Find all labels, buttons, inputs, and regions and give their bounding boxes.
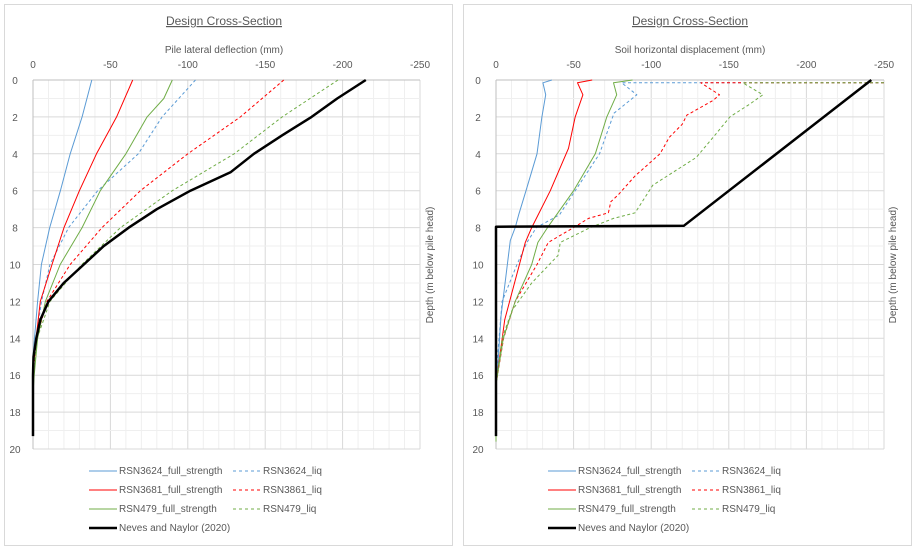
legend-item: RSN3624_liq xyxy=(233,466,322,477)
legend-label: RSN479_liq xyxy=(263,504,316,515)
series-line-rsn3861-liq xyxy=(495,82,884,385)
legend-item: RSN3681_full_strength xyxy=(548,485,681,496)
y-axis-title: Depth (m below pile head) xyxy=(425,207,436,324)
x-tick-label: -150 xyxy=(719,60,739,71)
series-lines xyxy=(494,79,884,442)
legend-label: Neves and Naylor (2020) xyxy=(119,523,230,534)
legend-item: RSN3624_liq xyxy=(692,466,781,477)
series-line-rsn3624-full-strength xyxy=(32,79,93,357)
y-tick-label: 0 xyxy=(475,76,481,87)
y-tick-label: 20 xyxy=(472,445,484,456)
chart-title: Design Cross-Section xyxy=(166,14,282,28)
legend-label: Neves and Naylor (2020) xyxy=(578,523,689,534)
chart-soil-displacement: Design Cross-Section Soil horizontal dis… xyxy=(463,4,912,546)
y-tick-label: 12 xyxy=(9,297,21,308)
legend-item: RSN3624_full_strength xyxy=(548,466,681,477)
y-tick-label: 10 xyxy=(9,261,21,272)
legend-label: RSN479_full_strength xyxy=(578,504,676,515)
y-tick-label: 14 xyxy=(472,334,484,345)
grid xyxy=(32,79,421,450)
y-tick-label: 6 xyxy=(475,187,481,198)
series-lines xyxy=(31,78,367,437)
legend-label: RSN3861_liq xyxy=(263,485,322,496)
x-tick-label: -100 xyxy=(178,60,198,71)
y-tick-label: 8 xyxy=(475,224,481,235)
legend-label: RSN479_full_strength xyxy=(119,504,217,515)
series-line-rsn479-full-strength xyxy=(32,79,173,394)
y-tick-label: 12 xyxy=(472,297,484,308)
x-axis-title: Soil horizontal displacement (mm) xyxy=(615,45,766,56)
chart-title: Design Cross-Section xyxy=(632,14,748,28)
tick-labels: 0 -50 -100 -150 -200 -250 0 2 4 6 8 10 12 14 16 18 20 xyxy=(9,60,430,456)
legend-item: RSN479_liq xyxy=(692,504,775,515)
legend-item: RSN479_liq xyxy=(233,504,316,515)
series-line-neves-and-naylor-2020- xyxy=(31,78,367,437)
legend-label: RSN3624_full_strength xyxy=(578,466,681,477)
legend-label: RSN3681_full_strength xyxy=(578,485,681,496)
legend-item: RSN479_full_strength xyxy=(89,504,217,515)
y-tick-label: 10 xyxy=(472,261,484,272)
series-line-rsn3624-liq xyxy=(495,82,884,376)
legend-item: RSN3681_full_strength xyxy=(89,485,222,496)
series-line-rsn479-full-strength xyxy=(495,79,633,442)
legend-label: RSN3624_liq xyxy=(722,466,781,477)
y-tick-label: 4 xyxy=(475,150,481,161)
y-tick-label: 18 xyxy=(9,408,21,419)
legend-item: RSN3861_liq xyxy=(233,485,322,496)
x-axis-title: Pile lateral deflection (mm) xyxy=(165,45,283,56)
legend-item: RSN3624_full_strength xyxy=(89,466,222,477)
legend: RSN3624_full_strength RSN3624_liq RSN368… xyxy=(89,466,322,534)
legend-label: RSN3624_liq xyxy=(263,466,322,477)
chart-pile-deflection: Design Cross-Section Pile lateral deflec… xyxy=(4,4,453,546)
x-tick-label: -200 xyxy=(796,60,816,71)
y-tick-label: 20 xyxy=(9,445,21,456)
series-line-rsn3681-full-strength xyxy=(32,79,134,376)
legend-item: Neves and Naylor (2020) xyxy=(548,523,689,534)
x-tick-label: -200 xyxy=(333,60,353,71)
legend-item: RSN479_full_strength xyxy=(548,504,676,515)
tick-labels: 0 -50 -100 -150 -200 -250 0 2 4 6 8 10 12 14 16 18 20 xyxy=(472,60,894,456)
chart-svg: Design Cross-Section Pile lateral deflec… xyxy=(9,14,436,534)
y-tick-label: 18 xyxy=(472,408,484,419)
y-tick-label: 2 xyxy=(12,113,18,124)
y-tick-label: 16 xyxy=(472,371,484,382)
y-tick-label: 6 xyxy=(12,187,18,198)
legend-item: Neves and Naylor (2020) xyxy=(89,523,230,534)
chart-svg: Design Cross-Section Soil horizontal dis… xyxy=(472,14,899,534)
y-tick-label: 4 xyxy=(12,150,18,161)
legend-label: RSN3624_full_strength xyxy=(119,466,222,477)
y-tick-label: 8 xyxy=(12,224,18,235)
legend: RSN3624_full_strength RSN3624_liq RSN368… xyxy=(548,466,781,534)
x-tick-label: 0 xyxy=(30,60,36,71)
legend-label: RSN479_liq xyxy=(722,504,775,515)
x-tick-label: -100 xyxy=(641,60,661,71)
y-tick-label: 0 xyxy=(12,76,18,87)
x-tick-label: -50 xyxy=(566,60,581,71)
y-axis-title: Depth (m below pile head) xyxy=(888,207,899,324)
series-line-rsn479-liq xyxy=(495,82,884,385)
x-tick-label: -50 xyxy=(103,60,118,71)
y-tick-label: 2 xyxy=(475,113,481,124)
legend-label: RSN3861_liq xyxy=(722,485,781,496)
x-tick-label: -250 xyxy=(410,60,430,71)
series-line-rsn3681-full-strength xyxy=(495,79,593,385)
grid xyxy=(495,79,885,450)
x-tick-label: -150 xyxy=(255,60,275,71)
series-line-neves-and-naylor-2020- xyxy=(494,79,873,437)
y-tick-label: 14 xyxy=(9,334,21,345)
legend-label: RSN3681_full_strength xyxy=(119,485,222,496)
x-tick-label: -250 xyxy=(874,60,894,71)
legend-item: RSN3861_liq xyxy=(692,485,781,496)
series-line-rsn3624-full-strength xyxy=(495,79,553,385)
y-tick-label: 16 xyxy=(9,371,21,382)
x-tick-label: 0 xyxy=(493,60,499,71)
